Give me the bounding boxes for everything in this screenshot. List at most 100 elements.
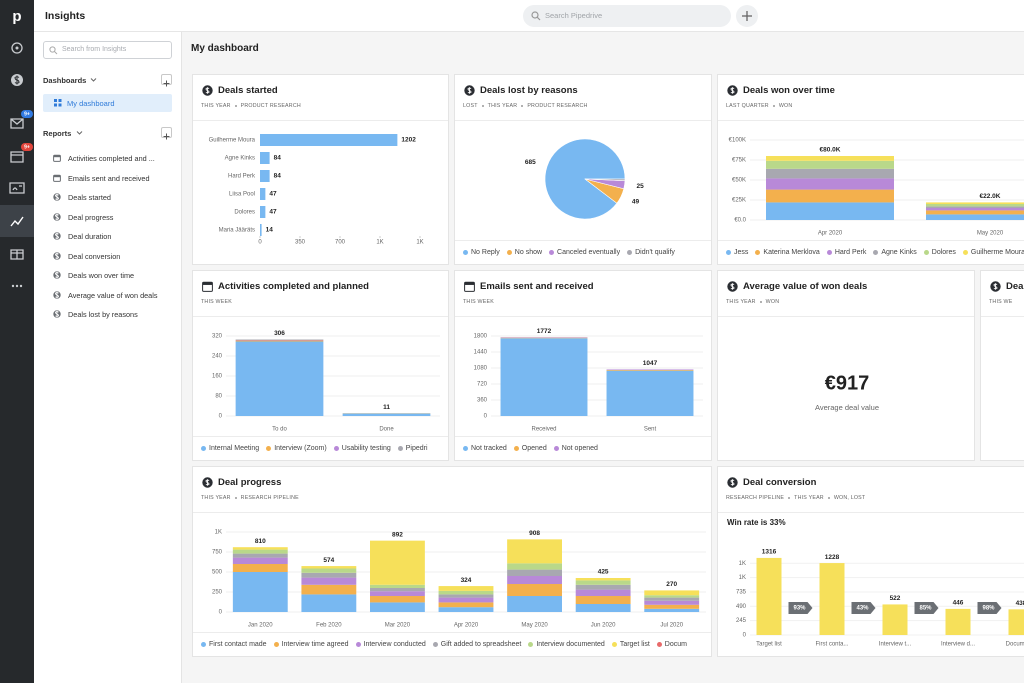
tag: THIS YEAR — [794, 495, 824, 501]
bar-segment — [766, 161, 894, 169]
report-item[interactable]: Deal duration — [34, 227, 182, 247]
y-tick-label: 1440 — [474, 350, 488, 356]
legend-item[interactable]: Canceled eventually — [549, 249, 620, 256]
legend-item[interactable]: Agne Kinks — [873, 249, 916, 256]
legend-item[interactable]: Didn't qualify — [627, 249, 675, 256]
legend-item[interactable]: Gift added to spreadsheet — [433, 641, 522, 648]
report-name: Deal conversion — [68, 252, 120, 261]
report-item[interactable]: Deal progress — [34, 208, 182, 228]
nav-products[interactable] — [11, 250, 23, 259]
legend-item[interactable]: Pipedri — [398, 445, 428, 452]
legend-item[interactable]: Katerina Merklova — [755, 249, 819, 256]
legend-item[interactable]: Opened — [514, 445, 547, 452]
legend-swatch — [201, 642, 206, 647]
report-item[interactable]: Deals lost by reasons — [34, 305, 182, 325]
bar-segment — [233, 558, 288, 564]
x-tick-label: Jan 2020 — [248, 623, 273, 629]
add-button[interactable] — [736, 5, 758, 27]
global-search[interactable]: Search Pipedrive — [523, 5, 731, 27]
legend-item[interactable]: Not opened — [554, 445, 598, 452]
nav-activities[interactable] — [11, 152, 23, 162]
report-item[interactable]: Average value of won deals — [34, 286, 182, 306]
report-name: Activities completed and ... — [68, 154, 155, 163]
widget-title: Deals lost by reasons — [480, 85, 578, 96]
legend-item[interactable]: Target list — [612, 641, 650, 648]
bar-segment — [926, 204, 1024, 206]
dashboard-item[interactable]: My dashboard — [43, 94, 172, 112]
legend-item[interactable]: Interview documented — [528, 641, 604, 648]
legend-item[interactable]: Guilherme Moura — [963, 249, 1024, 256]
report-item[interactable]: Activities completed and ... — [34, 149, 182, 169]
report-item[interactable]: Deal conversion — [34, 247, 182, 267]
sidebar-search[interactable]: Search from Insights — [43, 41, 172, 59]
dollar-icon — [464, 85, 475, 96]
legend-label: Canceled eventually — [557, 249, 620, 256]
tag: WON — [779, 103, 793, 109]
widget-title: Deals started — [218, 85, 278, 96]
legend-label: Agne Kinks — [881, 249, 916, 256]
legend-swatch — [274, 642, 279, 647]
legend-item[interactable]: Internal Meeting — [201, 445, 259, 452]
legend-item[interactable]: Not tracked — [463, 445, 507, 452]
bar-segment — [926, 214, 1024, 220]
nav-contacts[interactable] — [10, 183, 24, 193]
legend-item[interactable]: Dolores — [924, 249, 956, 256]
legend-item[interactable]: Docum — [657, 641, 687, 648]
value-label: 1202 — [401, 137, 416, 144]
report-item[interactable]: Emails sent and received — [34, 169, 182, 189]
legend-item[interactable]: No Reply — [463, 249, 500, 256]
x-tick-label: Apr 2020 — [818, 231, 843, 237]
value-label: 47 — [269, 191, 277, 198]
legend-item[interactable]: Usability testing — [334, 445, 391, 452]
y-tick-label: 320 — [212, 334, 223, 340]
dashboards-heading[interactable]: Dashboards — [43, 76, 86, 85]
y-tick-label: 80 — [215, 394, 222, 400]
legend-item[interactable]: First contact made — [201, 641, 267, 648]
legend-item[interactable]: Interview time agreed — [274, 641, 349, 648]
nav-more[interactable] — [16, 285, 18, 287]
add-dashboard[interactable] — [161, 74, 172, 85]
legend-item[interactable]: No show — [507, 249, 542, 256]
report-item[interactable]: Deals started — [34, 188, 182, 208]
add-report[interactable] — [161, 127, 172, 138]
tag: THIS WEEK — [463, 299, 494, 305]
bar-segment — [370, 591, 425, 596]
bar-segment — [576, 585, 631, 590]
category-label: Guilherme Moura — [209, 138, 256, 144]
dashboard-title: My dashboard — [191, 43, 259, 54]
nav-mail[interactable] — [11, 119, 23, 128]
value-label: 522 — [890, 595, 901, 602]
y-tick-label: 0 — [219, 610, 223, 616]
legend-label: Interview time agreed — [282, 641, 349, 648]
nav-more[interactable] — [20, 285, 22, 287]
legend-item[interactable]: Hard Perk — [827, 249, 867, 256]
nav-more[interactable] — [12, 285, 14, 287]
plus-icon — [162, 79, 171, 88]
tag: THIS WE — [989, 299, 1012, 305]
legend-item[interactable]: Interview conducted — [356, 641, 426, 648]
bar-segment — [576, 604, 631, 612]
legend-item[interactable]: Jess — [726, 249, 748, 256]
reports-heading[interactable]: Reports — [43, 129, 71, 138]
bar-segment — [236, 341, 324, 342]
dollar-icon — [53, 193, 61, 201]
headline: Win rate is 33% — [727, 518, 786, 527]
bar — [260, 188, 265, 200]
legend-label: Pipedri — [406, 445, 428, 452]
total-label: 810 — [255, 538, 266, 545]
report-item[interactable]: Deals won over time — [34, 266, 182, 286]
legend-item[interactable]: Interview (Zoom) — [266, 445, 327, 452]
